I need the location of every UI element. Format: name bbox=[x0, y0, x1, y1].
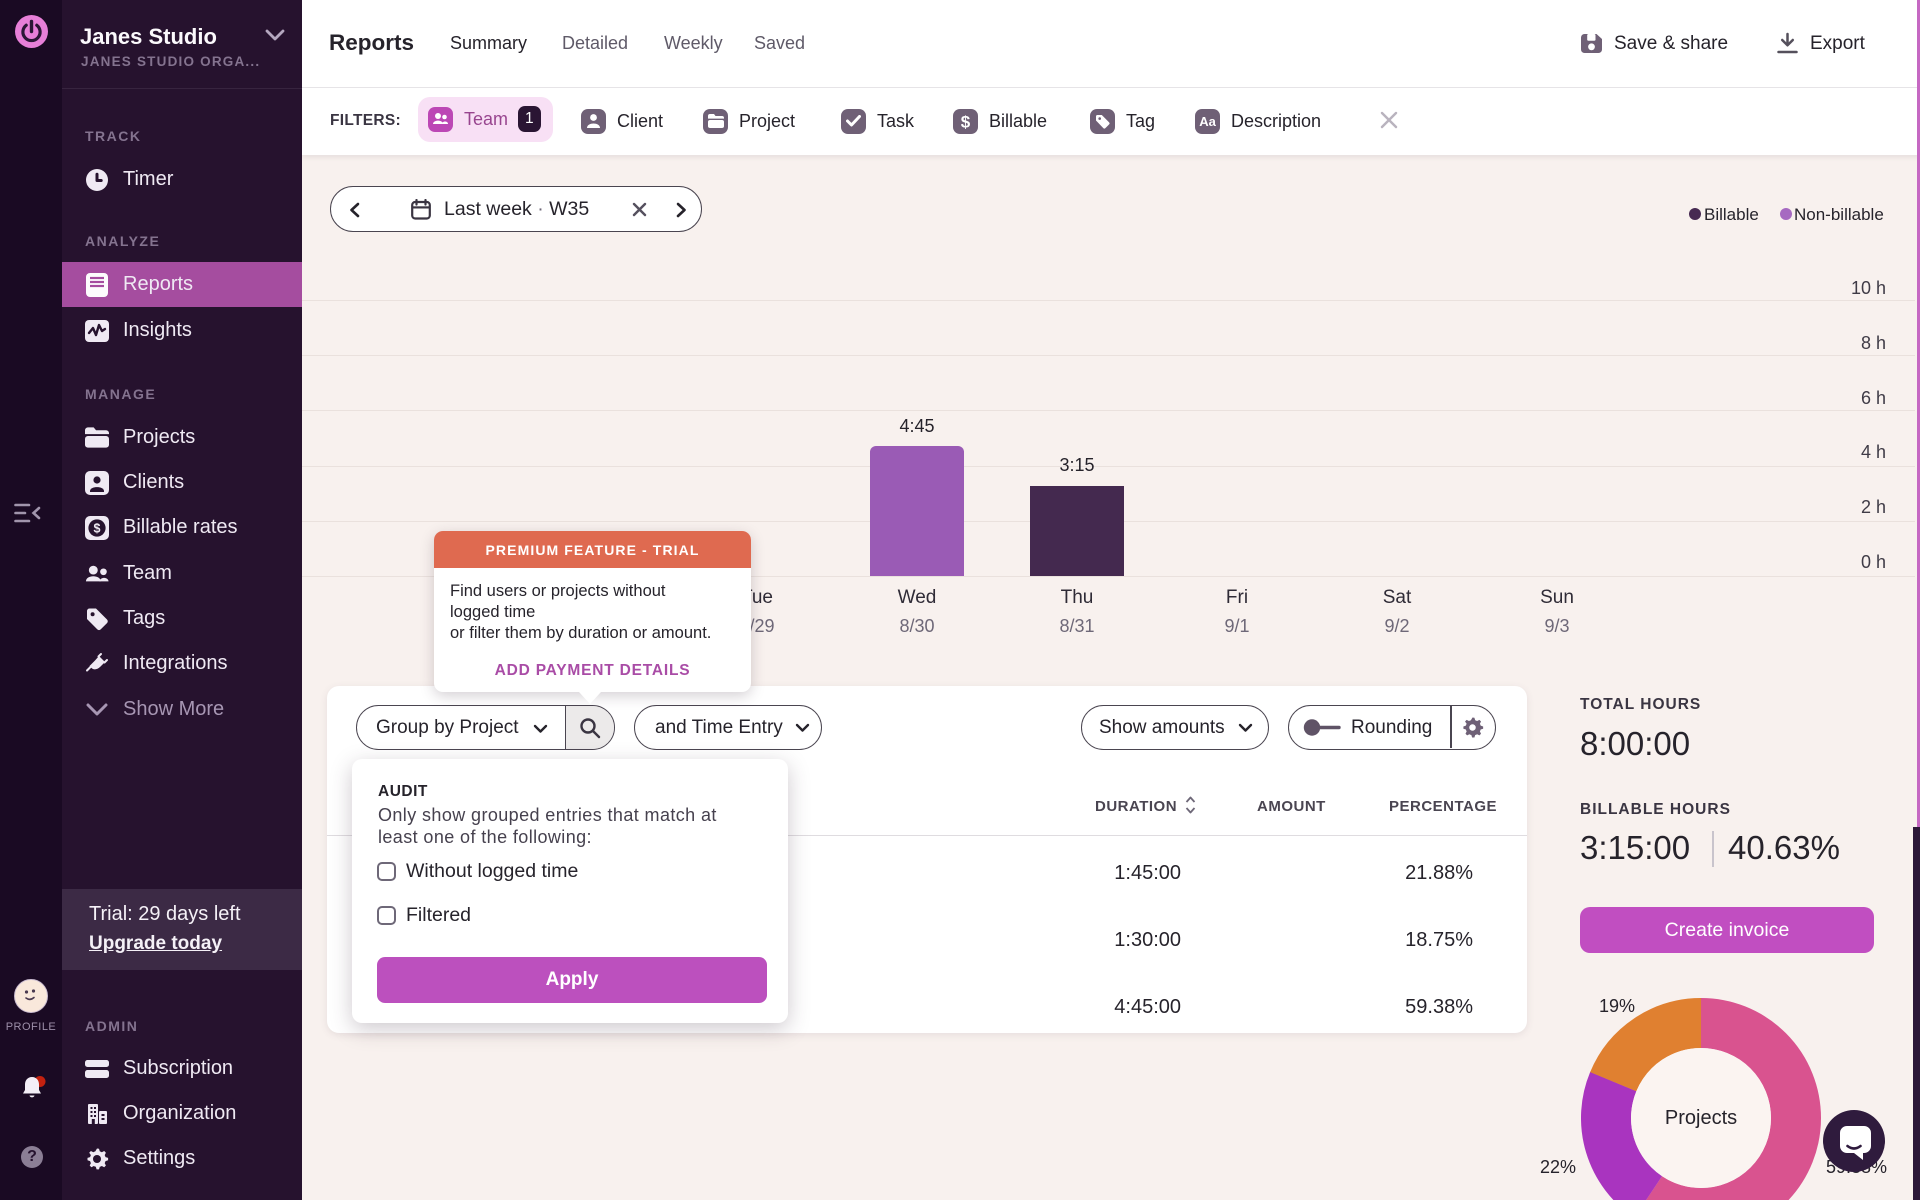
svg-text:$: $ bbox=[94, 521, 101, 535]
svg-text:$: $ bbox=[961, 112, 971, 131]
